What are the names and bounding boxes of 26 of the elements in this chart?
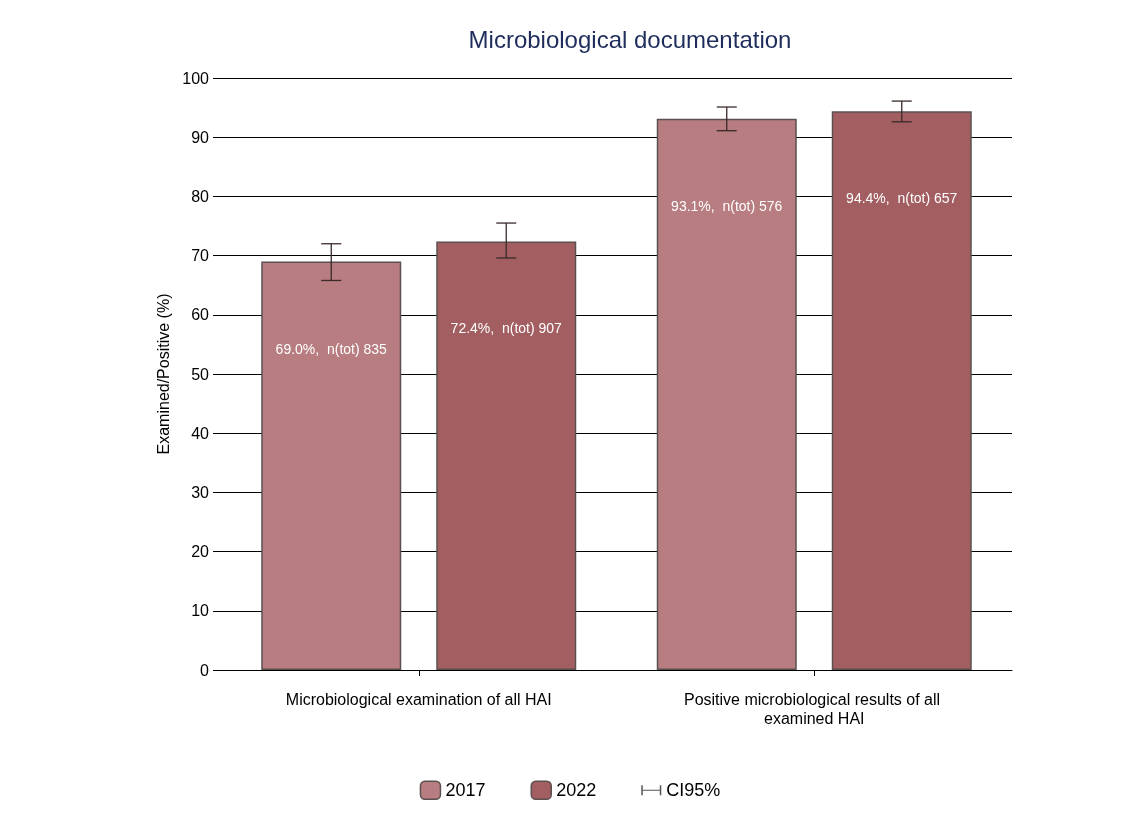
y-tick-label: 90 — [191, 128, 210, 146]
y-tick-label: 100 — [182, 69, 210, 87]
text: CI95% — [666, 780, 721, 801]
data-label: 93.1%, n(tot) 576 — [671, 197, 783, 214]
y-tick-label: 70 — [191, 247, 210, 265]
y-tick-label: 60 — [191, 306, 210, 324]
bar — [831, 111, 972, 670]
bar — [436, 241, 577, 670]
y-tick-label: 80 — [191, 187, 210, 205]
legend-label: 2017 — [445, 780, 486, 801]
y-tick-label: 20 — [191, 543, 210, 561]
data-label: 69.0%, n(tot) 835 — [275, 340, 388, 357]
data-label: 94.4%, n(tot) 657 — [846, 190, 958, 207]
bar — [656, 118, 797, 670]
data-label: 72.4%, n(tot) 907 — [450, 320, 563, 337]
y-tick-label: 0 — [200, 661, 210, 679]
y-tick-label: 50 — [191, 365, 210, 383]
y-tick-label: 40 — [191, 424, 210, 442]
legend-label: 2022 — [556, 780, 597, 801]
bar — [261, 261, 402, 670]
x-tick-label: Microbiological examination of all HAI — [285, 691, 552, 708]
x-tick-label: Positive microbiological results of all examined HAI — [683, 691, 945, 727]
y-axis-title: Examined/Positive (%) — [154, 293, 172, 455]
chart-title: Microbiological documentation — [468, 25, 792, 53]
y-tick-label: 30 — [191, 483, 210, 501]
y-tick-label: 10 — [191, 602, 210, 620]
